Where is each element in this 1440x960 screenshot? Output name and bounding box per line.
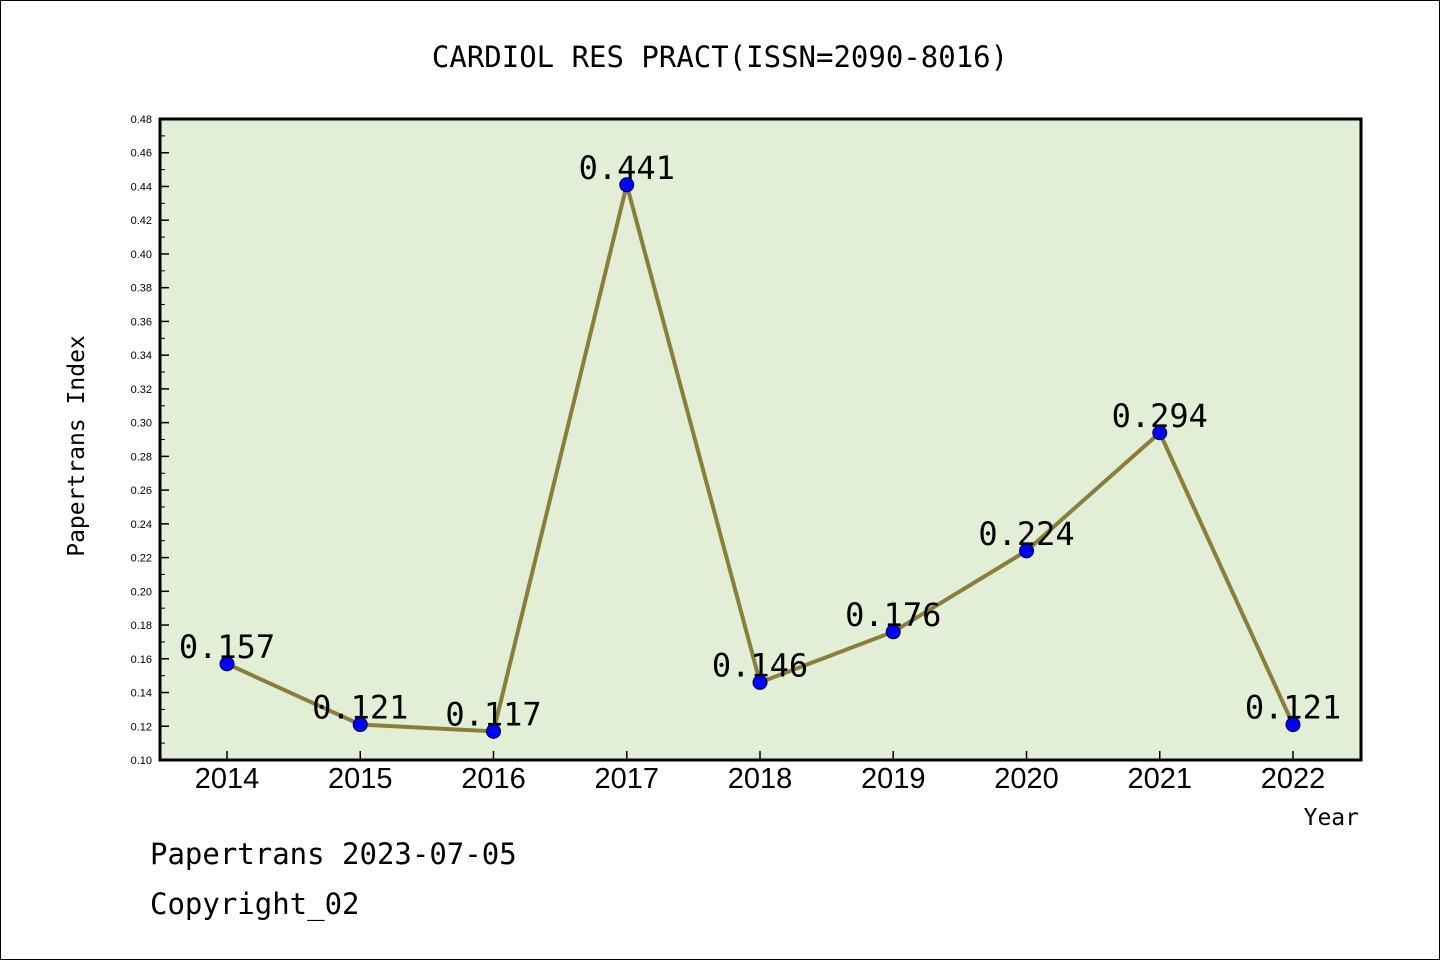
- y-tick-label: 0.18: [131, 620, 152, 632]
- series-line: [219, 177, 1301, 739]
- y-tick-label: 0.30: [131, 418, 152, 430]
- footer-copyright: Copyright_02: [150, 887, 360, 922]
- data-label: 0.176: [845, 596, 941, 634]
- data-label: 0.294: [1112, 397, 1208, 435]
- x-tick-label: 2014: [195, 763, 260, 795]
- x-tick-label: 2017: [594, 763, 659, 795]
- data-labels: 0.157 0.121 0.117 0.441 0.146 0.176 0.224 0.294…: [179, 149, 1341, 734]
- data-point: [1019, 543, 1034, 559]
- chart-title: CARDIOL RES PRACT(ISSN=2090-8016): [432, 40, 1008, 74]
- x-tick-label: 2016: [461, 763, 526, 795]
- x-tick-label: 2019: [861, 763, 926, 795]
- y-tick-label: 0.34: [131, 350, 152, 362]
- data-label: 0.157: [179, 628, 275, 666]
- x-axis-label: Year: [1304, 805, 1359, 831]
- data-label: 0.117: [445, 695, 541, 733]
- y-tick-label: 0.14: [131, 688, 152, 700]
- data-point: [1152, 425, 1168, 441]
- y-tick-label: 0.16: [131, 654, 152, 666]
- plot-border: [158, 117, 1363, 762]
- x-axis: 2014 2015 2016 2017 2018 2019 2020 2021 2022: [195, 751, 1326, 795]
- x-tick-label: 2022: [1261, 763, 1326, 795]
- x-tick-label: 2021: [1127, 763, 1192, 795]
- footer-source: Papertrans 2023-07-05: [150, 837, 517, 871]
- data-label: 0.441: [579, 149, 675, 187]
- data-point: [752, 674, 768, 690]
- data-point: [619, 177, 635, 193]
- y-tick-label: 0.36: [131, 316, 152, 328]
- data-point: [219, 656, 235, 672]
- y-tick-label: 0.20: [131, 586, 152, 598]
- y-tick-label: 0.12: [131, 721, 152, 733]
- data-point: [486, 723, 501, 739]
- y-tick-label: 0.38: [131, 283, 152, 295]
- data-label: 0.121: [1245, 689, 1341, 727]
- y-tick-label: 0.10: [131, 755, 152, 767]
- x-tick-label: 2015: [328, 763, 393, 795]
- x-tick-label: 2020: [994, 763, 1059, 795]
- y-axis: 0.10 0.12 0.14 0.16 0.18 0.20 0.22 0.24 0.26 0.28…: [131, 114, 169, 767]
- y-tick-label: 0.42: [131, 215, 152, 227]
- y-tick-label: 0.24: [131, 519, 152, 531]
- y-tick-label: 0.32: [131, 384, 152, 396]
- data-label: 0.121: [312, 689, 408, 727]
- y-tick-label: 0.48: [131, 114, 152, 126]
- y-tick-label: 0.22: [131, 553, 152, 565]
- data-label: 0.146: [712, 646, 808, 684]
- y-tick-label: 0.40: [131, 249, 152, 261]
- y-tick-label: 0.46: [131, 148, 152, 160]
- data-point: [885, 624, 901, 640]
- y-tick-label: 0.26: [131, 485, 152, 497]
- data-point: [352, 717, 368, 733]
- x-tick-label: 2018: [728, 763, 793, 795]
- data-point: [1285, 717, 1301, 733]
- y-tick-label: 0.44: [131, 181, 152, 193]
- data-label: 0.224: [978, 515, 1074, 553]
- y-axis-label: Papertrans Index: [64, 335, 90, 557]
- y-tick-label: 0.28: [131, 451, 152, 463]
